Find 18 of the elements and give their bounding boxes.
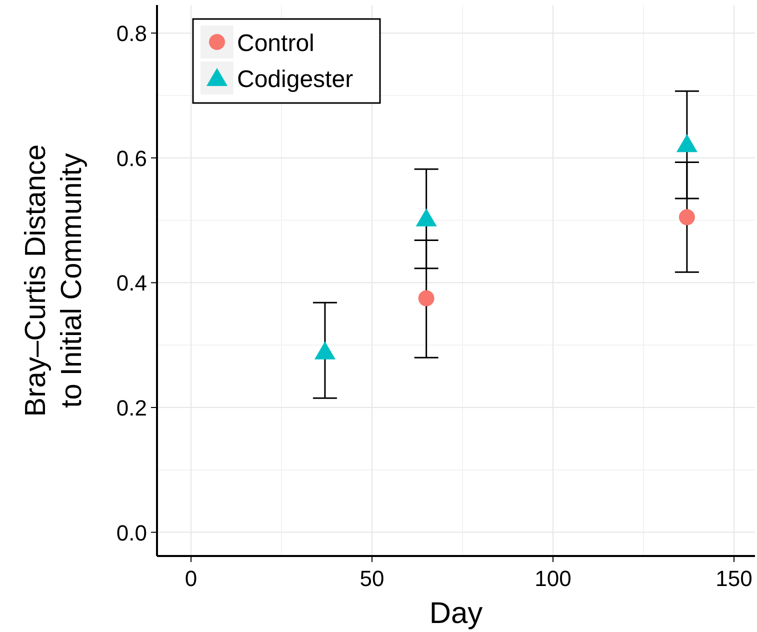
y-tick-label: 0.2: [116, 395, 147, 420]
point: [678, 209, 695, 226]
legend-label: Control: [237, 30, 314, 57]
x-tick-label: 50: [360, 566, 384, 591]
x-axis-title: Day: [429, 597, 483, 630]
y-axis-title: Bray–Curtis Distance to Initial Community: [20, 144, 88, 417]
legend-label: Codigester: [237, 66, 354, 93]
point: [416, 208, 437, 226]
x-tick-label: 150: [716, 566, 752, 591]
point: [676, 134, 698, 152]
y-tick-label: 0.6: [116, 146, 147, 171]
point: [314, 341, 336, 360]
point: [418, 290, 434, 306]
y-tick-label: 0.0: [116, 520, 147, 546]
y-tick-label: 0.8: [116, 21, 147, 46]
y-tick-label: 0.4: [116, 270, 147, 296]
x-tick-label: 100: [534, 566, 572, 591]
x-tick-label: 0: [184, 566, 198, 591]
